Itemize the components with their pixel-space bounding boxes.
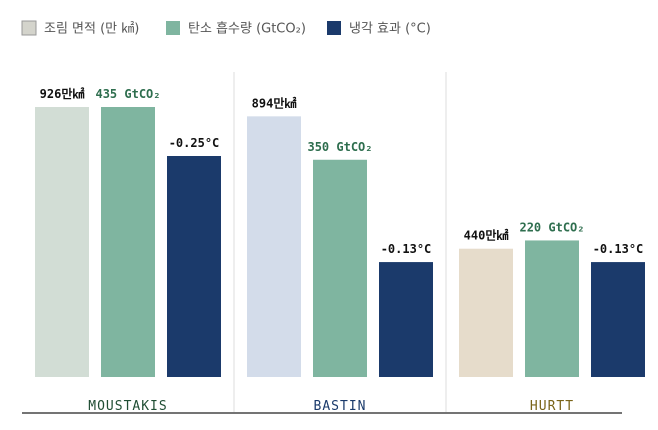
value-label: 350 GtCO₂ (307, 140, 372, 154)
legend-swatch (21, 20, 37, 36)
bar (591, 262, 645, 377)
category-label: MOUSTAKIS (88, 399, 167, 414)
legend-label: 조림 면적 (만 ㎢) (44, 22, 139, 37)
value-label: 926만㎢ (40, 86, 85, 101)
value-label: 435 GtCO₂ (95, 87, 160, 101)
bar (101, 107, 155, 377)
bar (247, 116, 301, 378)
bar (167, 156, 221, 377)
legend-swatch (327, 21, 341, 35)
bar (525, 240, 579, 377)
legend-label: 냉각 효과 (°C) (349, 22, 431, 37)
value-label: 894만㎢ (252, 95, 297, 110)
category-label: HURTT (530, 399, 574, 414)
category-label: BASTIN (314, 399, 367, 414)
value-label: -0.25°C (169, 136, 220, 150)
value-label: -0.13°C (381, 242, 432, 256)
bar (313, 159, 367, 377)
value-label: 220 GtCO₂ (519, 220, 584, 234)
legend-label: 탄소 흡수량 (GtCO₂) (188, 22, 306, 37)
bar (379, 262, 433, 377)
value-label: 440만㎢ (464, 228, 509, 243)
bar (35, 107, 89, 377)
legend-swatch (166, 21, 180, 35)
value-label: -0.13°C (593, 242, 644, 256)
bar (459, 248, 513, 377)
